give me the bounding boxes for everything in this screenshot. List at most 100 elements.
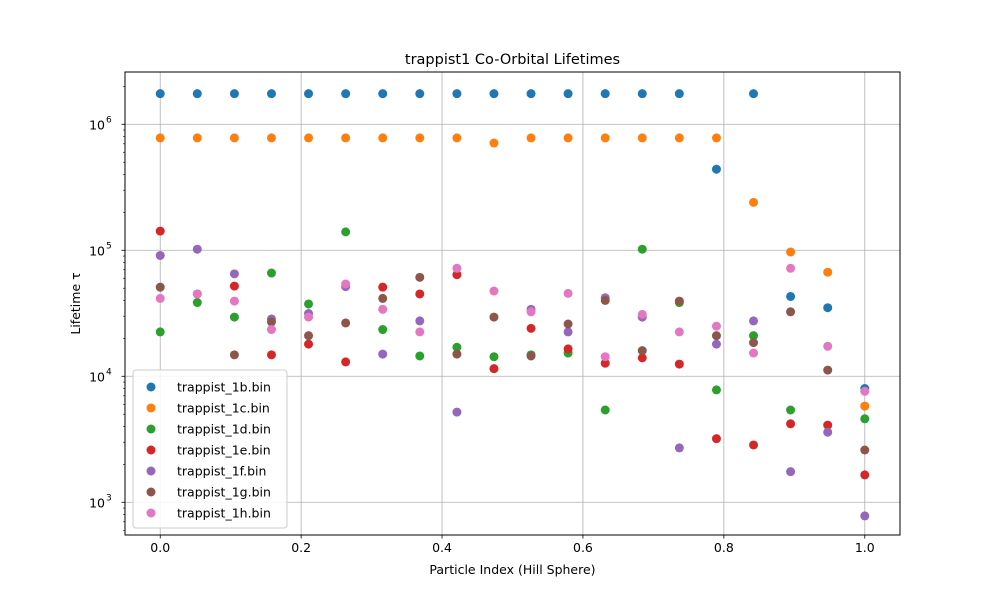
y-tick-label: 10 — [89, 495, 105, 510]
legend-marker — [146, 508, 156, 518]
data-point — [452, 89, 462, 99]
data-point — [526, 307, 536, 317]
data-point — [674, 296, 684, 306]
data-point — [415, 316, 425, 326]
legend-marker — [146, 382, 156, 392]
data-point — [823, 420, 833, 430]
y-axis-label: Lifetime τ — [68, 272, 83, 334]
data-point — [304, 312, 314, 322]
data-point — [860, 386, 870, 396]
data-point — [674, 443, 684, 453]
legend-marker — [146, 487, 156, 497]
data-point — [637, 89, 647, 99]
data-point — [304, 331, 314, 341]
x-tick-label: 0.4 — [432, 540, 452, 555]
data-point — [749, 331, 759, 341]
data-point — [229, 350, 239, 360]
data-point — [229, 133, 239, 143]
data-point — [526, 323, 536, 333]
data-point — [266, 133, 276, 143]
data-point — [378, 325, 388, 335]
data-point — [786, 247, 796, 257]
data-point — [415, 89, 425, 99]
data-point — [378, 304, 388, 314]
data-point — [452, 263, 462, 273]
data-point — [749, 338, 759, 348]
data-point — [860, 401, 870, 411]
data-point — [637, 346, 647, 356]
data-point — [489, 352, 499, 362]
data-point — [452, 270, 462, 280]
data-point — [786, 405, 796, 415]
data-point — [192, 298, 202, 308]
data-point — [415, 351, 425, 361]
data-point — [860, 445, 870, 455]
data-point — [637, 353, 647, 363]
data-point — [860, 470, 870, 480]
data-point — [378, 133, 388, 143]
data-point — [711, 434, 721, 444]
data-point — [304, 339, 314, 349]
data-point — [229, 312, 239, 322]
data-point — [526, 133, 536, 143]
data-point — [155, 250, 165, 260]
data-point — [637, 309, 647, 319]
data-point — [786, 307, 796, 317]
data-point — [341, 279, 351, 289]
data-point — [563, 344, 573, 354]
legend-label: trappist_1c.bin — [177, 401, 270, 416]
data-point — [378, 89, 388, 99]
legend-label: trappist_1g.bin — [177, 485, 271, 500]
data-point — [637, 244, 647, 254]
data-point — [563, 319, 573, 329]
data-point — [600, 358, 610, 368]
legend-label: trappist_1d.bin — [177, 422, 271, 437]
data-point — [749, 89, 759, 99]
x-tick-label: 0.2 — [291, 540, 311, 555]
data-point — [452, 342, 462, 352]
y-tick-exponent: 4 — [106, 367, 112, 377]
data-point — [786, 263, 796, 273]
data-point — [155, 282, 165, 292]
plot-area-frame — [124, 71, 901, 536]
data-point — [711, 164, 721, 174]
data-points — [155, 89, 870, 521]
data-point — [304, 89, 314, 99]
data-point — [378, 293, 388, 303]
data-point — [749, 316, 759, 326]
data-point — [526, 351, 536, 361]
data-point — [563, 288, 573, 298]
x-tick-label: 0.6 — [573, 540, 593, 555]
data-point — [600, 133, 610, 143]
data-point — [192, 89, 202, 99]
data-point — [341, 357, 351, 367]
data-point — [155, 133, 165, 143]
data-point — [823, 341, 833, 351]
legend-label: trappist_1e.bin — [177, 443, 271, 458]
data-point — [563, 133, 573, 143]
data-point — [266, 317, 276, 327]
data-point — [415, 289, 425, 299]
data-point — [600, 405, 610, 415]
data-point — [674, 133, 684, 143]
x-axis-ticks: 0.0 0.2 0.4 0.6 0.8 1.0 — [150, 535, 875, 555]
x-tick-label: 1.0 — [855, 540, 875, 555]
legend-label: trappist_1h.bin — [177, 506, 271, 521]
data-point — [266, 268, 276, 278]
data-point — [823, 303, 833, 313]
data-point — [600, 352, 610, 362]
data-point — [192, 289, 202, 299]
data-point — [452, 407, 462, 417]
data-point — [823, 427, 833, 437]
data-point — [155, 293, 165, 303]
data-point — [155, 327, 165, 337]
legend-marker — [146, 445, 156, 455]
y-tick-exponent: 6 — [106, 115, 112, 125]
legend-label: trappist_1f.bin — [177, 464, 266, 479]
data-point — [192, 133, 202, 143]
y-tick-label: 10 — [89, 117, 105, 132]
data-point — [489, 312, 499, 322]
data-point — [711, 133, 721, 143]
data-point — [229, 89, 239, 99]
